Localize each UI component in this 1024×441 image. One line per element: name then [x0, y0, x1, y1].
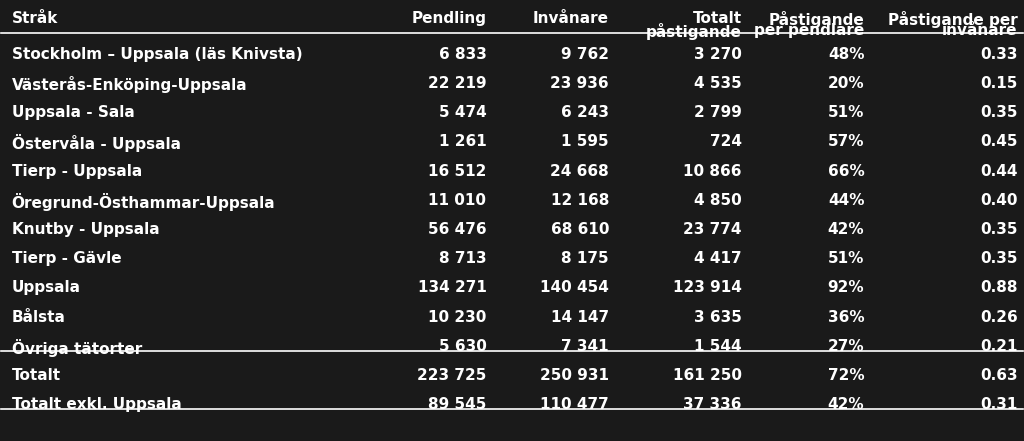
Text: 44%: 44% — [827, 193, 864, 208]
Text: Bålsta: Bålsta — [11, 310, 66, 325]
Text: 4 417: 4 417 — [694, 251, 741, 266]
Text: 51%: 51% — [828, 105, 864, 120]
Text: Påstigande per: Påstigande per — [888, 11, 1018, 28]
Text: Påstigande: Påstigande — [769, 11, 864, 28]
Text: Tierp - Uppsala: Tierp - Uppsala — [11, 164, 142, 179]
Text: 20%: 20% — [827, 76, 864, 91]
Text: 8 175: 8 175 — [561, 251, 609, 266]
Text: Östervåla - Uppsala: Östervåla - Uppsala — [11, 135, 180, 152]
Text: 11 010: 11 010 — [428, 193, 486, 208]
Text: 9 762: 9 762 — [561, 47, 609, 62]
Text: 250 931: 250 931 — [540, 368, 609, 383]
Text: 16 512: 16 512 — [428, 164, 486, 179]
Text: 66%: 66% — [827, 164, 864, 179]
Text: 3 270: 3 270 — [694, 47, 741, 62]
Text: 724: 724 — [710, 135, 741, 149]
Text: 6 243: 6 243 — [561, 105, 609, 120]
Text: 57%: 57% — [827, 135, 864, 149]
Text: Totalt exkl. Uppsala: Totalt exkl. Uppsala — [11, 397, 181, 412]
Text: Totalt: Totalt — [692, 11, 741, 26]
Text: 68 610: 68 610 — [551, 222, 609, 237]
Text: 0.31: 0.31 — [980, 397, 1018, 412]
Text: 0.26: 0.26 — [980, 310, 1018, 325]
Text: 1 261: 1 261 — [438, 135, 486, 149]
Text: 89 545: 89 545 — [428, 397, 486, 412]
Text: 4 535: 4 535 — [694, 76, 741, 91]
Text: 42%: 42% — [827, 222, 864, 237]
Text: 24 668: 24 668 — [550, 164, 609, 179]
Text: 8 713: 8 713 — [439, 251, 486, 266]
Text: 36%: 36% — [827, 310, 864, 325]
Text: 2 799: 2 799 — [694, 105, 741, 120]
Text: 51%: 51% — [828, 251, 864, 266]
Text: Tierp - Gävle: Tierp - Gävle — [11, 251, 121, 266]
Text: 0.63: 0.63 — [980, 368, 1018, 383]
Text: Övriga tätorter: Övriga tätorter — [11, 339, 142, 357]
Text: 0.44: 0.44 — [980, 164, 1018, 179]
Text: 10 866: 10 866 — [683, 164, 741, 179]
Text: Öregrund-Östhammar-Uppsala: Öregrund-Östhammar-Uppsala — [11, 193, 275, 211]
Text: 1 595: 1 595 — [561, 135, 609, 149]
Text: 1 544: 1 544 — [694, 339, 741, 354]
Text: 0.40: 0.40 — [980, 193, 1018, 208]
Text: 23 774: 23 774 — [683, 222, 741, 237]
Text: 0.88: 0.88 — [980, 280, 1018, 295]
Text: Pendling: Pendling — [412, 11, 486, 26]
Text: 37 336: 37 336 — [683, 397, 741, 412]
Text: 161 250: 161 250 — [673, 368, 741, 383]
Text: 223 725: 223 725 — [417, 368, 486, 383]
Text: 140 454: 140 454 — [540, 280, 609, 295]
Text: 72%: 72% — [827, 368, 864, 383]
Text: 0.15: 0.15 — [980, 76, 1018, 91]
Text: 0.45: 0.45 — [980, 135, 1018, 149]
Text: 0.35: 0.35 — [980, 105, 1018, 120]
Text: 0.21: 0.21 — [980, 339, 1018, 354]
Text: 14 147: 14 147 — [551, 310, 609, 325]
Text: 56 476: 56 476 — [428, 222, 486, 237]
Text: Uppsala: Uppsala — [11, 280, 81, 295]
Text: Totalt: Totalt — [11, 368, 60, 383]
Text: 23 936: 23 936 — [550, 76, 609, 91]
Text: 12 168: 12 168 — [551, 193, 609, 208]
Text: 27%: 27% — [827, 339, 864, 354]
Text: 22 219: 22 219 — [428, 76, 486, 91]
Text: 48%: 48% — [827, 47, 864, 62]
Text: Knutby - Uppsala: Knutby - Uppsala — [11, 222, 159, 237]
Text: 134 271: 134 271 — [418, 280, 486, 295]
Text: 5 474: 5 474 — [438, 105, 486, 120]
Text: Invånare: Invånare — [534, 11, 609, 26]
Text: 42%: 42% — [827, 397, 864, 412]
Text: påstigande: påstigande — [646, 23, 741, 40]
Text: 0.35: 0.35 — [980, 222, 1018, 237]
Text: 0.33: 0.33 — [980, 47, 1018, 62]
Text: Stockholm – Uppsala (läs Knivsta): Stockholm – Uppsala (läs Knivsta) — [11, 47, 302, 62]
Text: 10 230: 10 230 — [428, 310, 486, 325]
Text: 123 914: 123 914 — [673, 280, 741, 295]
Text: 92%: 92% — [827, 280, 864, 295]
Text: 110 477: 110 477 — [541, 397, 609, 412]
Text: 4 850: 4 850 — [694, 193, 741, 208]
Text: invånare: invånare — [942, 23, 1018, 38]
Text: Uppsala - Sala: Uppsala - Sala — [11, 105, 134, 120]
Text: 7 341: 7 341 — [561, 339, 609, 354]
Text: Västerås-Enköping-Uppsala: Västerås-Enköping-Uppsala — [11, 76, 247, 93]
Text: Stråk: Stråk — [11, 11, 58, 26]
Text: 5 630: 5 630 — [438, 339, 486, 354]
Text: 3 635: 3 635 — [694, 310, 741, 325]
Text: 0.35: 0.35 — [980, 251, 1018, 266]
Text: per pendlare: per pendlare — [754, 23, 864, 38]
Text: 6 833: 6 833 — [438, 47, 486, 62]
